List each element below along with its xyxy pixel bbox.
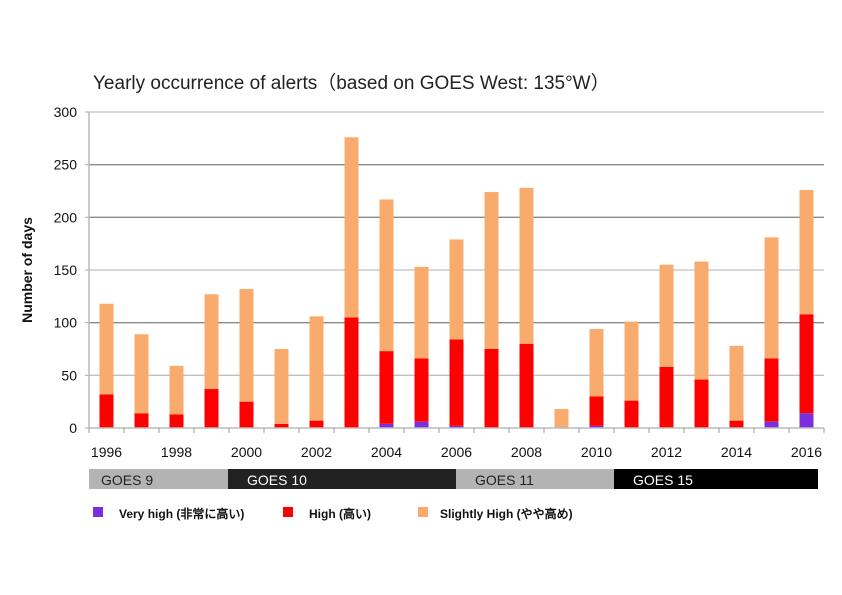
bar-1996-series-2 bbox=[99, 303, 114, 395]
legend-swatch bbox=[283, 507, 293, 517]
bar-1996-series-1 bbox=[99, 394, 114, 428]
satellite-label: GOES 11 bbox=[475, 472, 534, 488]
y-tick-label: 150 bbox=[54, 262, 78, 278]
y-tick-label: 200 bbox=[54, 209, 78, 225]
bar-2014-series-2 bbox=[729, 345, 744, 421]
bar-2012-series-2 bbox=[659, 264, 674, 367]
bar-2011-series-1 bbox=[624, 400, 639, 428]
legend-swatch bbox=[93, 507, 103, 517]
y-tick-label: 50 bbox=[61, 367, 77, 383]
x-tick-label: 2004 bbox=[371, 444, 402, 460]
x-tick-label: 2014 bbox=[721, 444, 752, 460]
bar-2004-series-1 bbox=[379, 351, 394, 424]
axes: 0 50 100 150 200 250 300 1996 1998 2000 2002 2004 20… bbox=[54, 104, 825, 460]
legend-label: Slightly High (やや高め) bbox=[440, 506, 573, 521]
satellite-period-2 bbox=[456, 469, 614, 489]
bar-2012-series-1 bbox=[659, 366, 674, 428]
bar-2007-series-2 bbox=[484, 192, 499, 349]
bar-2011-series-2 bbox=[624, 321, 639, 401]
bar-2010-series-1 bbox=[589, 396, 604, 426]
bar-2000-series-2 bbox=[239, 288, 254, 402]
bar-2015-series-1 bbox=[764, 358, 779, 422]
bar-1999-series-1 bbox=[204, 389, 219, 428]
bar-2005-series-1 bbox=[414, 358, 429, 422]
bar-2015-series-0 bbox=[764, 421, 779, 428]
bar-2004-series-0 bbox=[379, 423, 394, 428]
x-tick-label: 2008 bbox=[511, 444, 542, 460]
bar-2004-series-2 bbox=[379, 199, 394, 352]
bar-2002-series-1 bbox=[309, 420, 324, 428]
bar-1997-series-2 bbox=[134, 334, 149, 414]
legend-label: High (高い) bbox=[309, 506, 371, 521]
bar-2010-series-2 bbox=[589, 328, 604, 397]
x-tick-label: 2000 bbox=[231, 444, 262, 460]
bar-2013-series-1 bbox=[694, 379, 709, 428]
x-tick-label: 2016 bbox=[791, 444, 822, 460]
bar-2016-series-1 bbox=[799, 314, 814, 414]
satellite-label: GOES 15 bbox=[633, 472, 693, 488]
x-tick-label: 2002 bbox=[301, 444, 332, 460]
bar-2005-series-0 bbox=[414, 421, 429, 428]
bar-2006-series-0 bbox=[449, 425, 464, 428]
bar-2014-series-1 bbox=[729, 420, 744, 428]
x-tick-label: 2012 bbox=[651, 444, 682, 460]
satellite-label: GOES 10 bbox=[247, 472, 307, 488]
chart-title: Yearly occurrence of alerts（based on GOE… bbox=[93, 72, 610, 94]
bar-2016-series-2 bbox=[799, 189, 814, 315]
x-tick-label: 2010 bbox=[581, 444, 612, 460]
bar-2015-series-2 bbox=[764, 237, 779, 359]
y-tick-label: 0 bbox=[69, 420, 77, 436]
bar-2006-series-2 bbox=[449, 239, 464, 340]
bar-2009-series-2 bbox=[554, 409, 569, 428]
x-tick-label: 2006 bbox=[441, 444, 472, 460]
bar-2000-series-1 bbox=[239, 401, 254, 428]
satellite-label: GOES 9 bbox=[101, 472, 153, 488]
x-tick-label: 1998 bbox=[161, 444, 192, 460]
y-axis-label: Number of days bbox=[19, 217, 35, 323]
bar-1999-series-2 bbox=[204, 294, 219, 390]
legend-label: Very high (非常に高い) bbox=[119, 506, 244, 521]
bars bbox=[99, 137, 814, 428]
y-tick-label: 100 bbox=[54, 315, 78, 331]
bar-2016-series-0 bbox=[799, 413, 814, 428]
bar-2008-series-1 bbox=[519, 343, 534, 428]
bar-2005-series-2 bbox=[414, 266, 429, 359]
bar-2001-series-2 bbox=[274, 349, 289, 424]
legend-swatch bbox=[418, 507, 428, 517]
satellite-period-0 bbox=[89, 469, 228, 489]
bar-2013-series-2 bbox=[694, 261, 709, 380]
bar-2002-series-2 bbox=[309, 316, 324, 421]
satellite-period-1 bbox=[228, 469, 456, 489]
satellite-period-3 bbox=[614, 469, 818, 489]
bar-1997-series-1 bbox=[134, 413, 149, 428]
legend: Very high (非常に高い) High (高い) Slightly High … bbox=[93, 506, 573, 521]
bar-2003-series-2 bbox=[344, 137, 359, 318]
bar-2007-series-1 bbox=[484, 349, 499, 428]
bar-2008-series-2 bbox=[519, 187, 534, 344]
bar-1998-series-1 bbox=[169, 414, 184, 428]
y-tick-label: 250 bbox=[54, 157, 78, 173]
bar-2003-series-1 bbox=[344, 317, 359, 428]
x-tick-label: 1996 bbox=[91, 444, 122, 460]
bar-2010-series-0 bbox=[589, 425, 604, 428]
bar-2001-series-1 bbox=[274, 423, 289, 428]
bar-2006-series-1 bbox=[449, 339, 464, 426]
satellite-timeline: GOES 9 GOES 10 GOES 11 GOES 15 bbox=[89, 469, 818, 489]
bar-1998-series-2 bbox=[169, 365, 184, 415]
y-tick-label: 300 bbox=[54, 104, 78, 120]
